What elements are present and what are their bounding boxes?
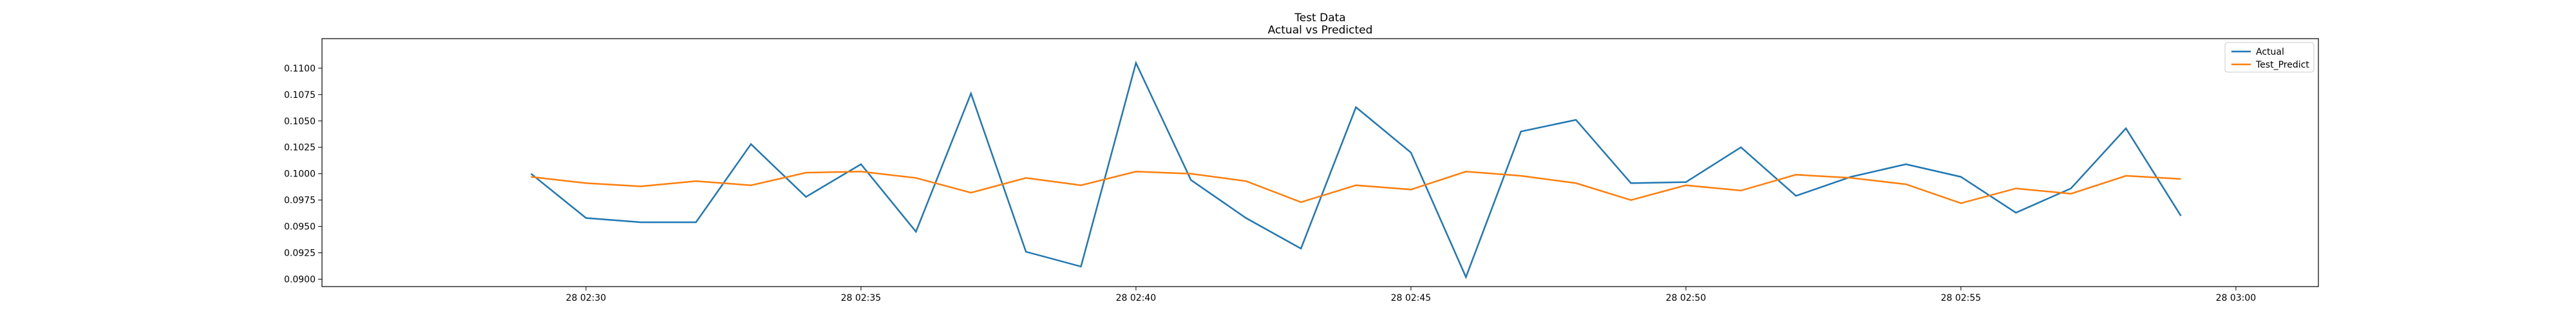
x-tick-label: 28 02:40 [1116,293,1157,303]
chart-subtitle: Actual vs Predicted [1268,24,1373,37]
x-tick-label: 28 02:45 [1391,293,1432,303]
legend-label-actual: Actual [2256,47,2284,57]
y-tick-label: 0.0950 [284,222,316,232]
x-tick-label: 28 02:30 [566,293,607,303]
y-tick-label: 0.1050 [284,117,316,127]
x-tick-label: 28 02:55 [1941,293,1982,303]
plot-frame [321,38,2319,287]
chart-title: Test Data [1294,12,1345,24]
y-tick-label: 0.1025 [284,143,316,153]
y-tick-label: 0.0925 [284,249,316,259]
series-line-actual [530,61,2182,279]
y-axis: 0.0900 0.0925 0.0950 0.0975 0.1000 0.1025 0.10… [284,64,322,285]
y-tick-label: 0.0900 [284,275,316,285]
x-axis: 28 02:30 28 02:35 28 02:40 28 02:45 28 02:50… [566,287,2257,303]
y-tick-label: 0.0975 [284,196,316,206]
x-tick-label: 28 03:00 [2216,293,2257,303]
plot-area [321,38,2319,287]
series-line-test-predict [531,171,2181,204]
y-tick-label: 0.1000 [284,169,316,180]
x-tick-label: 28 02:50 [1666,293,1707,303]
legend-label-test-predict: Test_Predict [2255,60,2309,70]
series-layer [530,61,2182,279]
y-tick-label: 0.1100 [284,64,316,74]
x-tick-label: 28 02:35 [841,293,882,303]
legend: Actual Test_Predict [2224,42,2315,73]
y-tick-label: 0.1075 [284,90,316,100]
